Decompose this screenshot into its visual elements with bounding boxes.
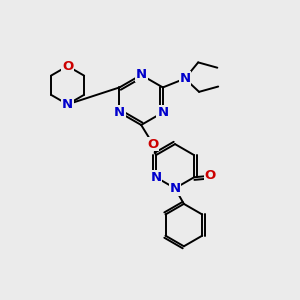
Text: N: N: [169, 182, 181, 195]
Text: N: N: [150, 171, 161, 184]
Text: N: N: [179, 72, 191, 85]
Text: O: O: [147, 138, 159, 151]
Text: O: O: [205, 169, 216, 182]
Text: N: N: [114, 106, 125, 119]
Text: N: N: [157, 106, 168, 119]
Text: O: O: [62, 60, 73, 73]
Text: N: N: [62, 98, 73, 111]
Text: N: N: [136, 68, 147, 81]
